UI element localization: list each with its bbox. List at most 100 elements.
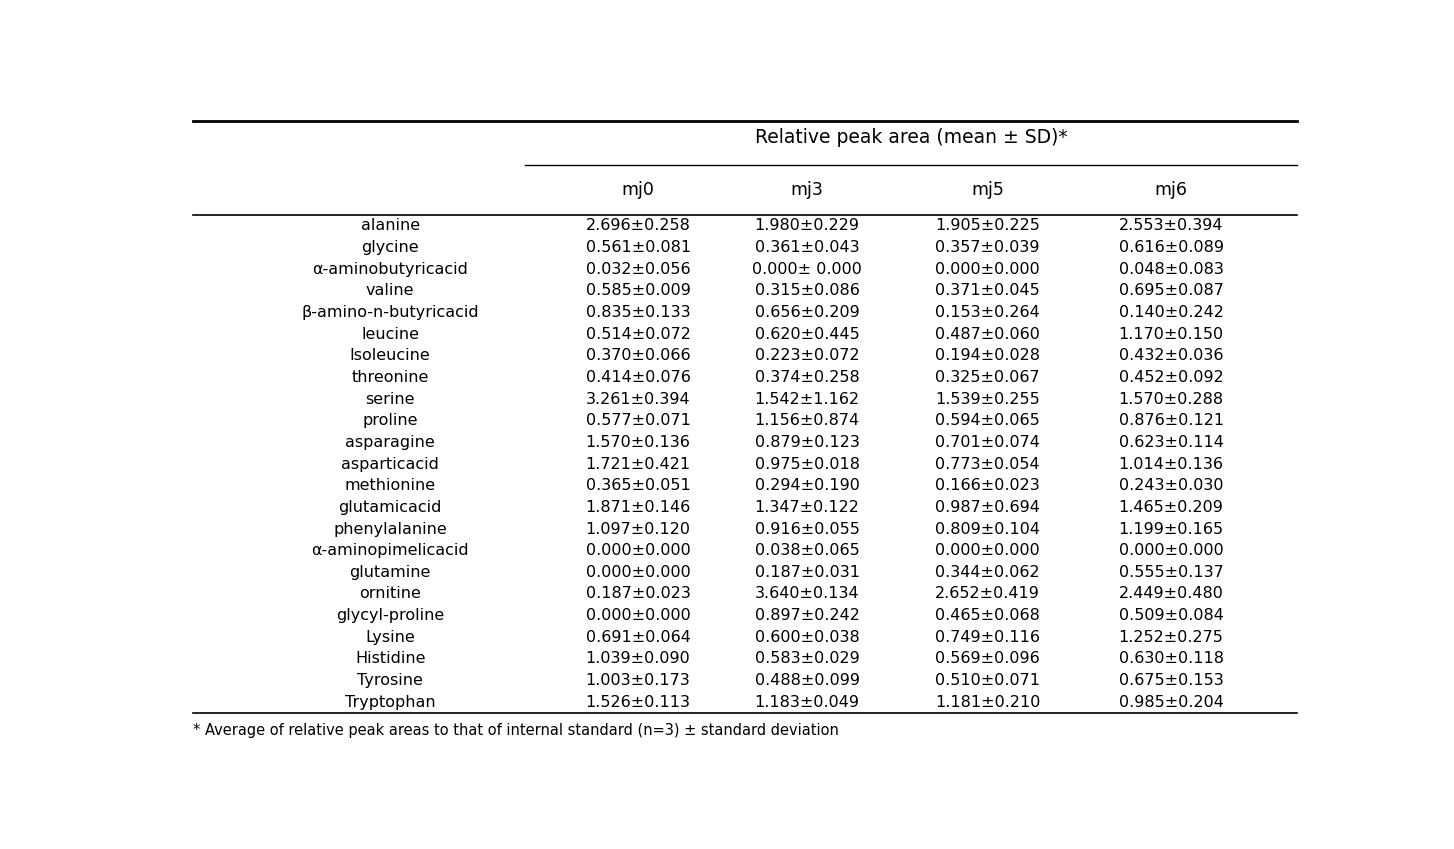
Text: proline: proline [362, 413, 417, 428]
Text: 2.449±0.480: 2.449±0.480 [1118, 587, 1224, 601]
Text: 0.975±0.018: 0.975±0.018 [755, 457, 859, 471]
Text: methionine: methionine [345, 478, 436, 493]
Text: 1.539±0.255: 1.539±0.255 [935, 391, 1040, 407]
Text: mj0: mj0 [622, 181, 654, 200]
Text: glycyl-proline: glycyl-proline [336, 608, 445, 623]
Text: Histidine: Histidine [355, 651, 426, 666]
Text: 0.749±0.116: 0.749±0.116 [935, 630, 1040, 644]
Text: 0.488±0.099: 0.488±0.099 [755, 673, 859, 689]
Text: 1.199±0.165: 1.199±0.165 [1118, 521, 1224, 537]
Text: 0.414±0.076: 0.414±0.076 [586, 370, 691, 385]
Text: 0.000±0.000: 0.000±0.000 [935, 543, 1040, 558]
Text: 0.294±0.190: 0.294±0.190 [755, 478, 859, 493]
Text: 2.553±0.394: 2.553±0.394 [1120, 218, 1223, 233]
Text: 0.000±0.000: 0.000±0.000 [1118, 543, 1223, 558]
Text: glycine: glycine [362, 240, 419, 255]
Text: 0.187±0.023: 0.187±0.023 [586, 587, 691, 601]
Text: 0.452±0.092: 0.452±0.092 [1118, 370, 1223, 385]
Text: 0.325±0.067: 0.325±0.067 [935, 370, 1040, 385]
Text: 0.315±0.086: 0.315±0.086 [755, 284, 859, 298]
Text: 0.577±0.071: 0.577±0.071 [586, 413, 691, 428]
Text: 0.365±0.051: 0.365±0.051 [586, 478, 691, 493]
Text: threonine: threonine [352, 370, 429, 385]
Text: ornitine: ornitine [359, 587, 422, 601]
Text: 0.985±0.204: 0.985±0.204 [1118, 694, 1224, 710]
Text: 0.773±0.054: 0.773±0.054 [935, 457, 1040, 471]
Text: 0.569±0.096: 0.569±0.096 [935, 651, 1040, 666]
Text: 1.014±0.136: 1.014±0.136 [1118, 457, 1224, 471]
Text: 1.871±0.146: 1.871±0.146 [586, 500, 691, 514]
Text: 0.370±0.066: 0.370±0.066 [586, 348, 691, 363]
Text: mj5: mj5 [971, 181, 1003, 200]
Text: 0.243±0.030: 0.243±0.030 [1120, 478, 1223, 493]
Text: Relative peak area (mean ± SD)*: Relative peak area (mean ± SD)* [755, 128, 1067, 148]
Text: * Average of relative peak areas to that of internal standard (n=3) ± standard d: * Average of relative peak areas to that… [193, 722, 839, 738]
Text: Lysine: Lysine [365, 630, 414, 644]
Text: 0.616±0.089: 0.616±0.089 [1118, 240, 1224, 255]
Text: asparagine: asparagine [346, 435, 435, 450]
Text: 0.166±0.023: 0.166±0.023 [935, 478, 1040, 493]
Text: 0.675±0.153: 0.675±0.153 [1118, 673, 1223, 689]
Text: β-amino-n-butyricacid: β-amino-n-butyricacid [301, 305, 478, 320]
Text: 0.809±0.104: 0.809±0.104 [935, 521, 1040, 537]
Text: 0.223±0.072: 0.223±0.072 [755, 348, 859, 363]
Text: 0.701±0.074: 0.701±0.074 [935, 435, 1040, 450]
Text: 0.361±0.043: 0.361±0.043 [755, 240, 859, 255]
Text: 0.032±0.056: 0.032±0.056 [586, 261, 691, 277]
Text: 0.555±0.137: 0.555±0.137 [1118, 565, 1223, 580]
Text: 0.344±0.062: 0.344±0.062 [935, 565, 1040, 580]
Text: 0.194±0.028: 0.194±0.028 [935, 348, 1040, 363]
Text: 0.561±0.081: 0.561±0.081 [586, 240, 691, 255]
Text: 0.585±0.009: 0.585±0.009 [586, 284, 691, 298]
Text: 0.620±0.445: 0.620±0.445 [755, 327, 859, 341]
Text: 0.187±0.031: 0.187±0.031 [755, 565, 859, 580]
Text: 0.000±0.000: 0.000±0.000 [586, 543, 691, 558]
Text: 0.000±0.000: 0.000±0.000 [586, 565, 691, 580]
Text: 1.570±0.288: 1.570±0.288 [1118, 391, 1224, 407]
Text: 1.542±1.162: 1.542±1.162 [755, 391, 859, 407]
Text: 3.640±0.134: 3.640±0.134 [755, 587, 859, 601]
Text: asparticacid: asparticacid [342, 457, 439, 471]
Text: valine: valine [366, 284, 414, 298]
Text: 3.261±0.394: 3.261±0.394 [586, 391, 691, 407]
Text: 1.347±0.122: 1.347±0.122 [755, 500, 859, 514]
Text: 1.039±0.090: 1.039±0.090 [586, 651, 691, 666]
Text: 1.156±0.874: 1.156±0.874 [755, 413, 859, 428]
Text: 1.097±0.120: 1.097±0.120 [586, 521, 691, 537]
Text: 0.583±0.029: 0.583±0.029 [755, 651, 859, 666]
Text: 0.048±0.083: 0.048±0.083 [1118, 261, 1224, 277]
Text: α-aminobutyricacid: α-aminobutyricacid [313, 261, 468, 277]
Text: 2.652±0.419: 2.652±0.419 [935, 587, 1040, 601]
Text: 0.140±0.242: 0.140±0.242 [1118, 305, 1224, 320]
Text: Tryptophan: Tryptophan [345, 694, 436, 710]
Text: 0.916±0.055: 0.916±0.055 [755, 521, 859, 537]
Text: 2.696±0.258: 2.696±0.258 [586, 218, 691, 233]
Text: serine: serine [365, 391, 414, 407]
Text: mj6: mj6 [1154, 181, 1188, 200]
Text: 0.514±0.072: 0.514±0.072 [586, 327, 691, 341]
Text: 1.980±0.229: 1.980±0.229 [755, 218, 859, 233]
Text: 1.570±0.136: 1.570±0.136 [586, 435, 691, 450]
Text: 0.487±0.060: 0.487±0.060 [935, 327, 1040, 341]
Text: glutamine: glutamine [349, 565, 430, 580]
Text: 1.721±0.421: 1.721±0.421 [586, 457, 691, 471]
Text: 0.374±0.258: 0.374±0.258 [755, 370, 859, 385]
Text: 0.465±0.068: 0.465±0.068 [935, 608, 1040, 623]
Text: phenylalanine: phenylalanine [333, 521, 446, 537]
Text: 0.656±0.209: 0.656±0.209 [755, 305, 859, 320]
Text: 0.000±0.000: 0.000±0.000 [935, 261, 1040, 277]
Text: 0.630±0.118: 0.630±0.118 [1118, 651, 1224, 666]
Text: 0.510±0.071: 0.510±0.071 [935, 673, 1040, 689]
Text: mj3: mj3 [791, 181, 823, 200]
Text: 0.594±0.065: 0.594±0.065 [935, 413, 1040, 428]
Text: 0.000±0.000: 0.000±0.000 [586, 608, 691, 623]
Text: alanine: alanine [361, 218, 420, 233]
Text: 1.526±0.113: 1.526±0.113 [586, 694, 691, 710]
Text: 0.987±0.694: 0.987±0.694 [935, 500, 1040, 514]
Text: 0.879±0.123: 0.879±0.123 [755, 435, 859, 450]
Text: 0.357±0.039: 0.357±0.039 [935, 240, 1040, 255]
Text: 1.465±0.209: 1.465±0.209 [1118, 500, 1224, 514]
Text: Isoleucine: Isoleucine [350, 348, 430, 363]
Text: 0.835±0.133: 0.835±0.133 [586, 305, 691, 320]
Text: 0.153±0.264: 0.153±0.264 [935, 305, 1040, 320]
